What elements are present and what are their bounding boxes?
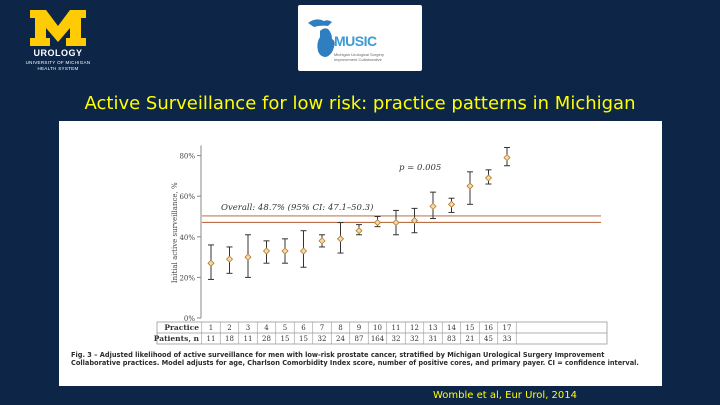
point-estimate — [262, 247, 271, 255]
patients-count: 32 — [392, 335, 401, 343]
practice-label: 13 — [429, 324, 438, 332]
figure-panel: 0% 20% 40% 60% 80% Initial active surveillanc… — [59, 121, 662, 386]
point-estimate — [373, 219, 382, 227]
practice-label: 5 — [283, 324, 287, 332]
practice-label: 6 — [301, 324, 306, 332]
slide-title: Active Surveillance for low risk: practi… — [84, 93, 636, 114]
music-logo: MUSIC Michigan Urological Surgery Improv… — [298, 5, 422, 71]
practice-label: 3 — [246, 324, 250, 332]
patients-count: 11 — [207, 335, 216, 343]
y-tick-label: 40% — [179, 234, 195, 242]
university-name-line1: UNIVERSITY OF MICHIGAN — [25, 60, 91, 65]
patients-count: 24 — [336, 335, 345, 343]
patients-count: 28 — [262, 335, 271, 343]
point-estimate — [429, 202, 437, 210]
patients-count: 15 — [299, 335, 308, 343]
department-name: UROLOGY — [33, 48, 83, 58]
point-estimate — [466, 182, 474, 190]
practice-label: 16 — [484, 324, 493, 332]
music-logo-word: MUSIC — [334, 33, 377, 49]
music-logo-subline2: Improvement Collaborative — [334, 57, 382, 62]
michigan-map-icon — [308, 19, 335, 57]
overall-label: Overall: 48.7% (95% CI: 47.1–50.3) — [221, 202, 373, 213]
point-estimate — [244, 253, 252, 261]
practice-label: 15 — [466, 324, 475, 332]
practice-label: 12 — [410, 324, 419, 332]
practice-label: 17 — [503, 324, 512, 332]
patients-count: 15 — [281, 335, 290, 343]
y-tick-label: 0% — [184, 315, 195, 323]
patients-count: 21 — [466, 335, 475, 343]
patients-count: 32 — [410, 335, 419, 343]
university-name-line2: HEALTH SYSTEM — [37, 66, 79, 71]
point-estimate — [355, 227, 363, 235]
patients-count: 33 — [503, 335, 512, 343]
y-tick-label: 80% — [179, 153, 195, 161]
practice-label: 11 — [392, 324, 401, 332]
practice-label: 8 — [338, 324, 342, 332]
point-estimate — [225, 255, 234, 263]
point-estimate — [447, 200, 456, 208]
practice-label: 4 — [264, 324, 269, 332]
patients-count: 87 — [355, 335, 364, 343]
practice-label: 9 — [357, 324, 361, 332]
y-tick-label: 20% — [179, 274, 195, 282]
practice-label: 1 — [209, 324, 213, 332]
practice-label: 2 — [227, 324, 231, 332]
point-estimate — [410, 216, 419, 225]
patients-count: 11 — [244, 335, 253, 343]
university-logo: UROLOGY UNIVERSITY OF MICHIGAN HEALTH SY… — [18, 8, 98, 80]
y-axis-title: Initial active surveillance, % — [171, 182, 179, 283]
patients-count: 18 — [225, 335, 234, 343]
table-header-practice: Practice — [164, 323, 199, 332]
point-estimate — [281, 247, 289, 255]
practice-label: 10 — [373, 324, 382, 332]
p-value-label: p = 0.005 — [399, 163, 441, 173]
point-estimate — [318, 237, 326, 245]
citation: Womble et al, Eur Urol, 2014 — [433, 390, 577, 401]
point-estimate — [299, 247, 308, 255]
point-estimate — [207, 259, 215, 267]
table-header-patients: Patients, n — [154, 334, 200, 343]
forest-plot-chart: 0% 20% 40% 60% 80% Initial active surveillanc… — [154, 145, 608, 345]
point-estimate — [336, 235, 345, 243]
practice-label: 14 — [447, 324, 456, 332]
patients-count: 164 — [371, 335, 385, 343]
point-estimate — [503, 154, 511, 162]
practice-label: 7 — [320, 324, 324, 332]
figure-caption: Fig. 3 – Adjusted likelihood of active s… — [71, 351, 639, 368]
patients-count: 31 — [429, 335, 438, 343]
patients-count: 32 — [318, 335, 327, 343]
y-tick-label: 60% — [179, 193, 195, 201]
patients-count: 45 — [484, 335, 493, 343]
block-m-icon — [30, 10, 86, 46]
music-logo-subline1: Michigan Urological Surgery — [334, 52, 385, 57]
point-estimate — [392, 219, 400, 227]
point-estimate — [484, 174, 493, 182]
patients-count: 83 — [447, 335, 456, 343]
